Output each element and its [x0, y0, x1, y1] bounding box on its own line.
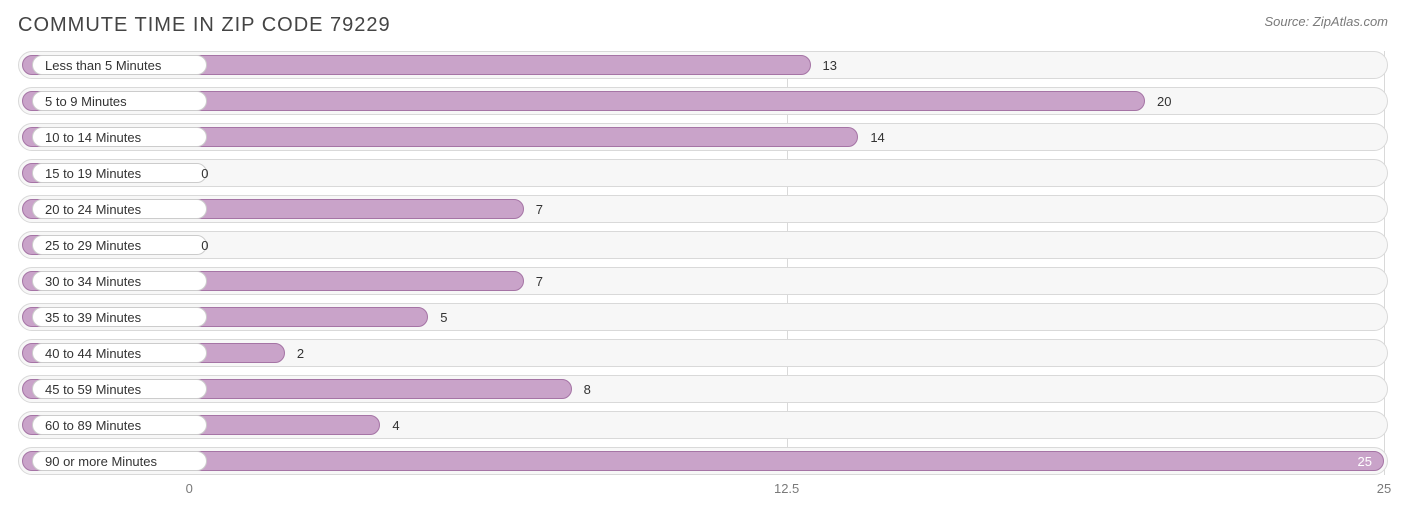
bar-row: 5 to 9 Minutes 20	[18, 87, 1388, 115]
bar-row: 20 to 24 Minutes 7	[18, 195, 1388, 223]
category-pill: 45 to 59 Minutes	[32, 379, 207, 399]
bar-row: 30 to 34 Minutes 7	[18, 267, 1388, 295]
bar-row: 25 to 29 Minutes 0	[18, 231, 1388, 259]
category-pill: 25 to 29 Minutes	[32, 235, 207, 255]
bar-value: 7	[536, 195, 543, 223]
category-label: 35 to 39 Minutes	[45, 310, 141, 325]
x-axis: 0 12.5 25	[18, 479, 1388, 503]
bar-track	[18, 231, 1388, 259]
category-label: Less than 5 Minutes	[45, 58, 161, 73]
category-pill: 40 to 44 Minutes	[32, 343, 207, 363]
bar-fill	[22, 451, 1384, 471]
bar-value: 13	[823, 51, 837, 79]
bar-value: 14	[870, 123, 884, 151]
x-axis-tick: 25	[1377, 481, 1391, 496]
x-axis-tick: 12.5	[774, 481, 799, 496]
bar-value: 5	[440, 303, 447, 331]
category-label: 5 to 9 Minutes	[45, 94, 127, 109]
bar-row: 40 to 44 Minutes 2	[18, 339, 1388, 367]
bar-value: 20	[1157, 87, 1171, 115]
category-pill: 90 or more Minutes	[32, 451, 207, 471]
bar-value: 0	[201, 159, 208, 187]
category-label: 60 to 89 Minutes	[45, 418, 141, 433]
category-pill: 60 to 89 Minutes	[32, 415, 207, 435]
category-label: 10 to 14 Minutes	[45, 130, 141, 145]
bar-value: 2	[297, 339, 304, 367]
category-label: 30 to 34 Minutes	[45, 274, 141, 289]
bar-value: 8	[584, 375, 591, 403]
bar-row: 15 to 19 Minutes 0	[18, 159, 1388, 187]
category-pill: 10 to 14 Minutes	[32, 127, 207, 147]
category-pill: Less than 5 Minutes	[32, 55, 207, 75]
bar-row: 90 or more Minutes 25	[18, 447, 1388, 475]
category-pill: 35 to 39 Minutes	[32, 307, 207, 327]
category-pill: 30 to 34 Minutes	[32, 271, 207, 291]
bar-row: 45 to 59 Minutes 8	[18, 375, 1388, 403]
bar-value: 0	[201, 231, 208, 259]
category-label: 45 to 59 Minutes	[45, 382, 141, 397]
category-label: 90 or more Minutes	[45, 454, 157, 469]
category-pill: 20 to 24 Minutes	[32, 199, 207, 219]
bar-value: 25	[1358, 447, 1372, 475]
category-label: 20 to 24 Minutes	[45, 202, 141, 217]
bar-row: 60 to 89 Minutes 4	[18, 411, 1388, 439]
commute-time-bar-chart: Less than 5 Minutes135 to 9 Minutes2010 …	[18, 51, 1388, 475]
category-pill: 15 to 19 Minutes	[32, 163, 207, 183]
source-attribution: Source: ZipAtlas.com	[1264, 14, 1388, 29]
category-label: 15 to 19 Minutes	[45, 166, 141, 181]
x-axis-tick: 0	[186, 481, 193, 496]
bar-value: 4	[392, 411, 399, 439]
category-label: 40 to 44 Minutes	[45, 346, 141, 361]
bar-value: 7	[536, 267, 543, 295]
category-label: 25 to 29 Minutes	[45, 238, 141, 253]
chart-title: COMMUTE TIME IN ZIP CODE 79229	[18, 14, 1388, 37]
bar-row: 10 to 14 Minutes 14	[18, 123, 1388, 151]
category-pill: 5 to 9 Minutes	[32, 91, 207, 111]
bar-track	[18, 159, 1388, 187]
bar-row: Less than 5 Minutes 13	[18, 51, 1388, 79]
bar-row: 35 to 39 Minutes 5	[18, 303, 1388, 331]
